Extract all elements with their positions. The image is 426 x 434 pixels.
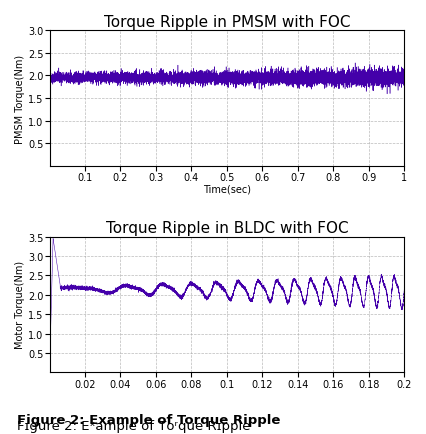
Y-axis label: Motor Torque(Nm): Motor Torque(Nm) [15, 261, 25, 349]
X-axis label: Time(sec): Time(sec) [202, 184, 250, 194]
Title: Torque Ripple in BLDC with FOC: Torque Ripple in BLDC with FOC [105, 221, 348, 236]
Text: Fɪgure 2: Eˣample of Tᴏʳque Rɪpple: Fɪgure 2: Eˣample of Tᴏʳque Rɪpple [17, 419, 250, 432]
Text: Figure 2: Example of Torque Ripple: Figure 2: Example of Torque Ripple [17, 413, 280, 425]
Y-axis label: PMSM Torque(Nm): PMSM Torque(Nm) [15, 54, 25, 143]
Title: Torque Ripple in PMSM with FOC: Torque Ripple in PMSM with FOC [104, 15, 349, 30]
